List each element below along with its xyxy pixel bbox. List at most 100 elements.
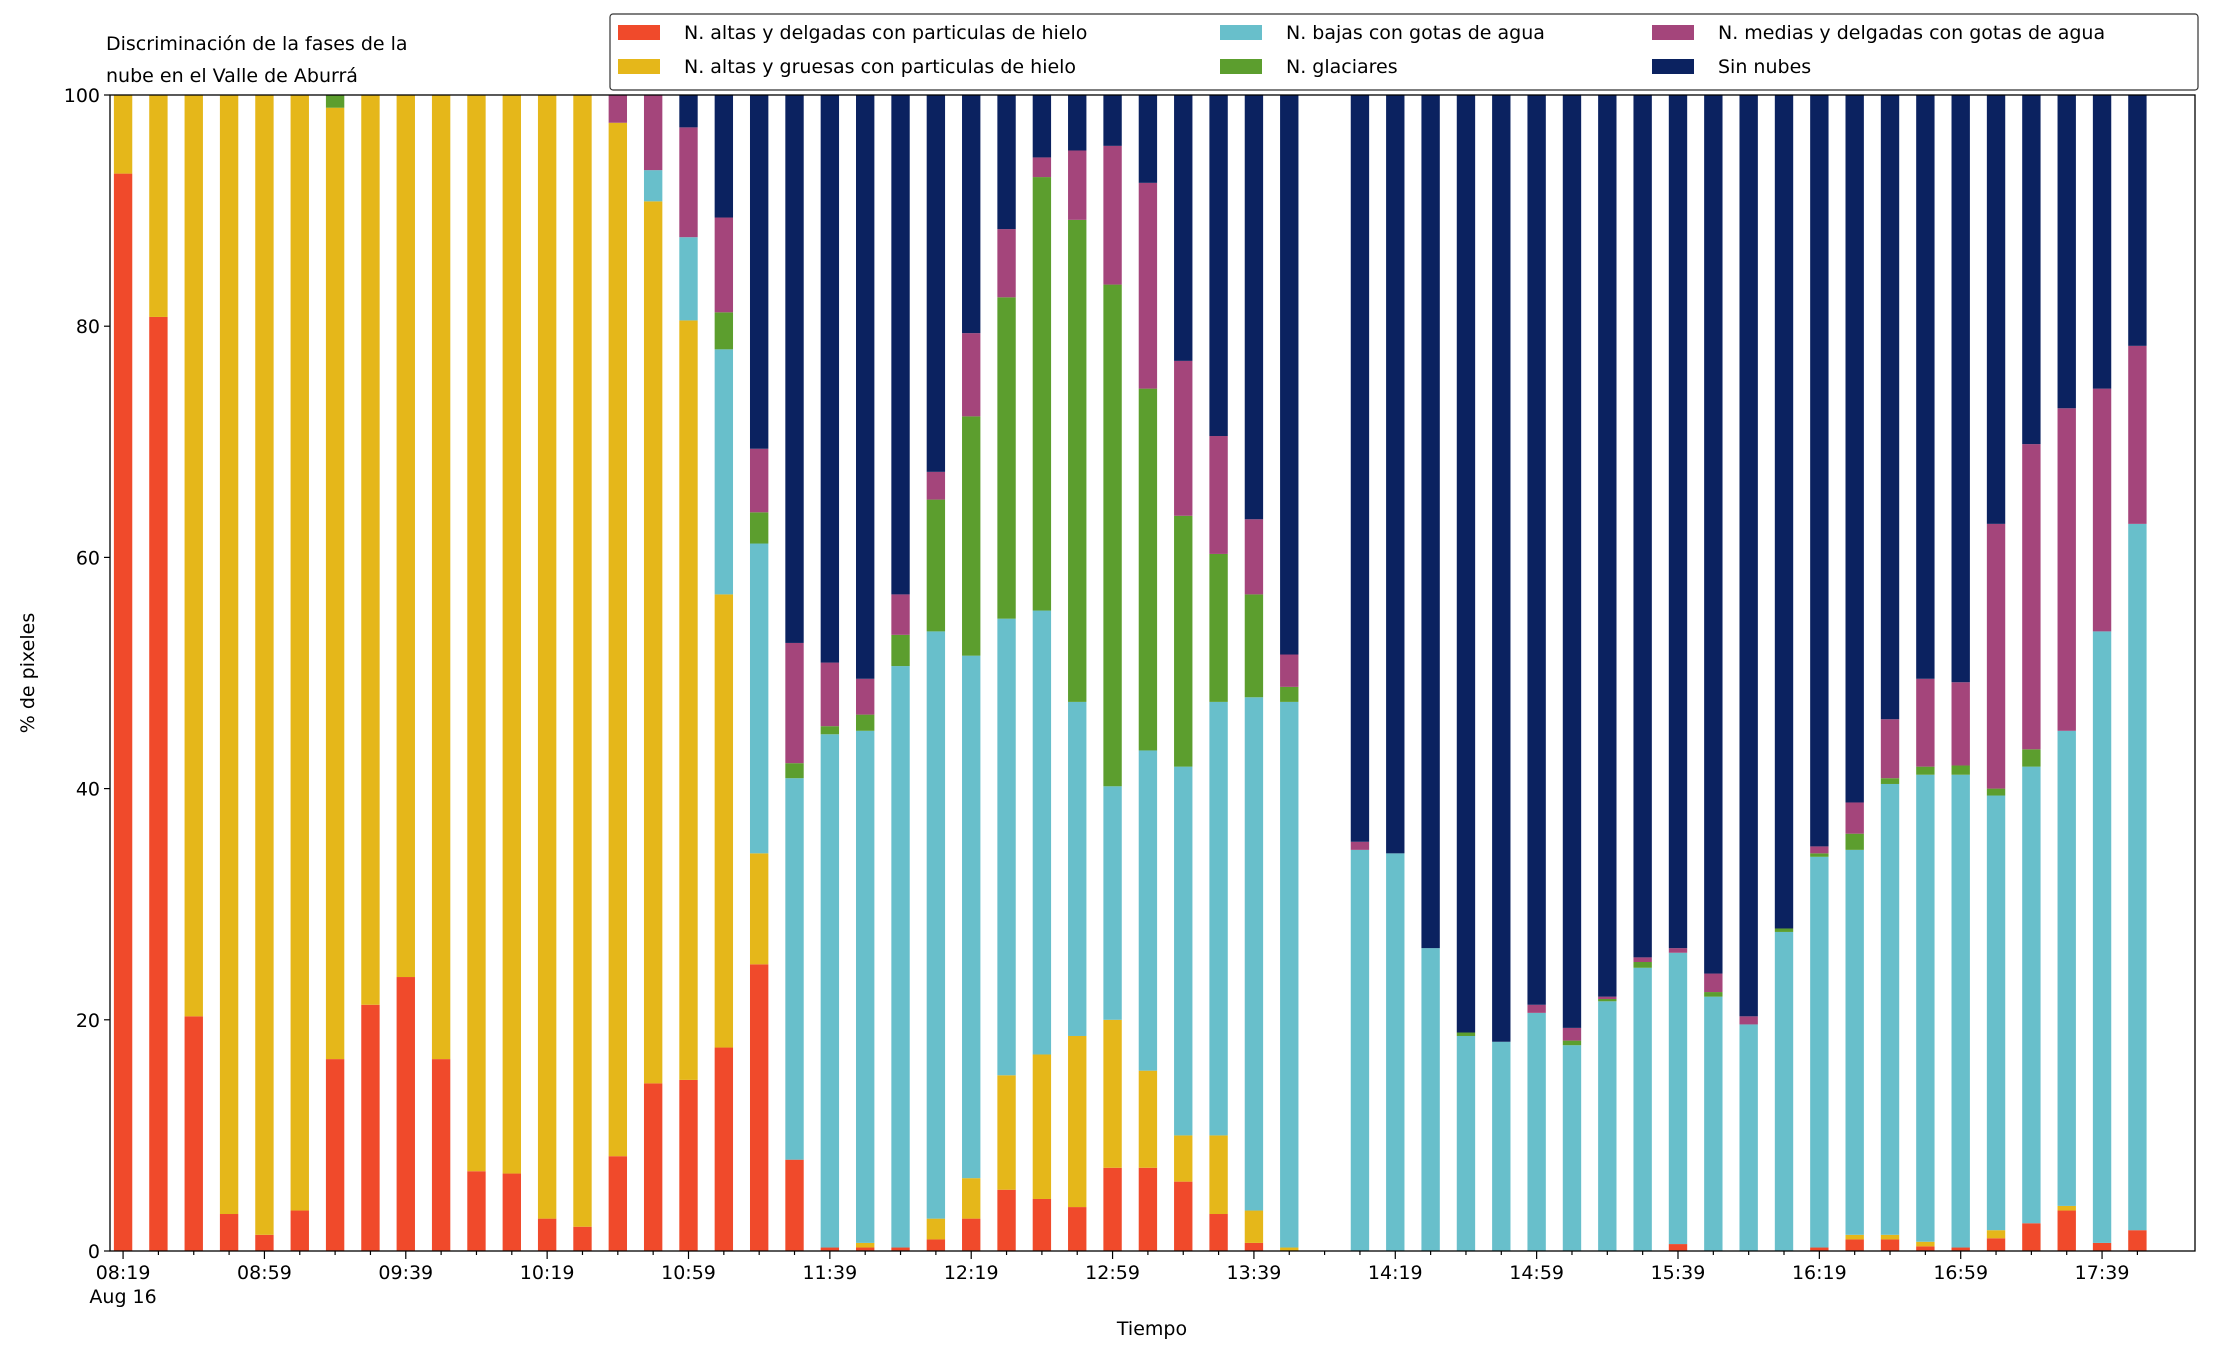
bar-segment xyxy=(856,678,875,715)
bar-segment xyxy=(290,1210,309,1251)
bar-segment xyxy=(2022,444,2041,750)
bar-segment xyxy=(2092,388,2112,632)
bar-segment xyxy=(1244,1210,1264,1243)
bar-segment xyxy=(1032,177,1052,611)
bar-segment xyxy=(1103,1019,1122,1168)
bar-segment xyxy=(891,1247,910,1251)
bar-segment xyxy=(1456,1032,1476,1036)
bar-segment xyxy=(1845,833,1864,850)
bar-segment xyxy=(1174,360,1193,516)
bar-segment xyxy=(856,95,875,679)
bar-segment xyxy=(643,1083,663,1251)
bar-segment xyxy=(714,217,734,313)
bar-segment xyxy=(467,1171,486,1251)
bar-segment xyxy=(1456,1035,1476,1251)
bar-segment xyxy=(1209,701,1228,1136)
bar-segment xyxy=(1880,1234,1900,1240)
bar-segment xyxy=(255,95,274,1235)
bar-segment xyxy=(643,95,663,171)
bar-segment xyxy=(785,1159,804,1251)
x-tick-label: 08:59 xyxy=(237,1262,292,1284)
bar-segment xyxy=(1916,766,1935,775)
bar-segment xyxy=(926,631,946,1219)
bar-segment xyxy=(1986,95,2006,524)
chart-title: nube en el Valle de Aburrá xyxy=(106,65,358,87)
bar-segment xyxy=(1704,973,1723,993)
legend-label: N. glaciares xyxy=(1286,56,1398,78)
bar-segment xyxy=(997,229,1016,298)
bar-segment xyxy=(1951,765,1970,775)
bar-segment xyxy=(1032,95,1052,158)
x-axis-label: Tiempo xyxy=(1116,1318,1187,1340)
bar-segment xyxy=(113,173,133,1251)
bar-segment xyxy=(962,1218,981,1251)
bar-segment xyxy=(749,448,769,513)
bar-segment xyxy=(1209,1135,1228,1215)
bar-segment xyxy=(714,1047,734,1251)
bar-segment xyxy=(926,471,946,500)
bar-segment xyxy=(1845,1234,1864,1240)
bar-segment xyxy=(2128,1230,2147,1251)
bar-segment xyxy=(1562,1040,1582,1046)
bar-segment xyxy=(537,95,557,1219)
bar-segment xyxy=(1068,95,1087,151)
bar-segment xyxy=(1810,846,1829,854)
x-date-label: Aug 16 xyxy=(89,1286,156,1308)
y-tick-label: 80 xyxy=(76,316,100,338)
bar-segment xyxy=(962,655,981,1179)
bar-segment xyxy=(396,95,415,978)
bar-segment xyxy=(1350,849,1370,1251)
bar-segment xyxy=(785,642,804,764)
bar-segment xyxy=(573,1226,592,1251)
bar-segment xyxy=(714,349,734,595)
bar-segment xyxy=(1598,95,1617,997)
bar-segment xyxy=(1704,95,1723,974)
bar-segment xyxy=(926,499,946,632)
bar-segment xyxy=(1951,774,1970,1248)
bar-segment xyxy=(608,1156,628,1251)
bar-segment xyxy=(1174,766,1193,1136)
bar-segment xyxy=(361,95,380,1005)
bar-segment xyxy=(1810,853,1829,857)
bar-segment xyxy=(2057,1205,2076,1211)
bar-segment xyxy=(679,127,698,238)
x-tick-label: 12:19 xyxy=(944,1262,999,1284)
bar-segment xyxy=(1562,1045,1582,1251)
bar-segment xyxy=(926,95,946,472)
y-tick-label: 20 xyxy=(76,1010,100,1032)
bar-segment xyxy=(1916,95,1935,679)
legend-label: N. bajas con gotas de agua xyxy=(1286,22,1545,44)
bar-segment xyxy=(1774,95,1794,929)
bar-segment xyxy=(714,594,734,1048)
bar-segment xyxy=(1880,95,1900,720)
bar-segment xyxy=(1668,1244,1688,1251)
bar-segment xyxy=(149,316,168,1251)
bar-segment xyxy=(714,95,734,218)
plot-frame xyxy=(109,94,2196,1252)
bar-segment xyxy=(2057,408,2076,731)
bar-segment xyxy=(1138,95,1158,183)
bar-segment xyxy=(608,95,628,123)
bar-segment xyxy=(997,1075,1016,1190)
bar-segment xyxy=(1386,853,1405,1251)
bar-segment xyxy=(714,312,734,350)
bar-segment xyxy=(1704,992,1723,997)
bar-segment xyxy=(1138,1070,1158,1168)
bar-segment xyxy=(820,726,840,735)
x-tick-label: 16:59 xyxy=(1933,1262,1988,1284)
x-tick-label: 13:39 xyxy=(1227,1262,1282,1284)
bar-segment xyxy=(1951,95,1970,683)
bar-segment xyxy=(1032,610,1052,1055)
bar-segment xyxy=(1598,996,1617,999)
bar-segment xyxy=(1103,786,1122,1020)
bar-segment xyxy=(1916,1246,1935,1251)
bar-segment xyxy=(926,1218,946,1240)
bar-segment xyxy=(1386,95,1405,854)
bar-segment xyxy=(1244,1242,1264,1251)
bar-segment xyxy=(1032,1054,1052,1199)
bar-segment xyxy=(1739,1016,1758,1025)
bar-segment xyxy=(1562,1027,1582,1041)
legend-swatch xyxy=(618,59,660,74)
bar-segment xyxy=(502,1173,521,1251)
bar-segment xyxy=(573,95,592,1227)
